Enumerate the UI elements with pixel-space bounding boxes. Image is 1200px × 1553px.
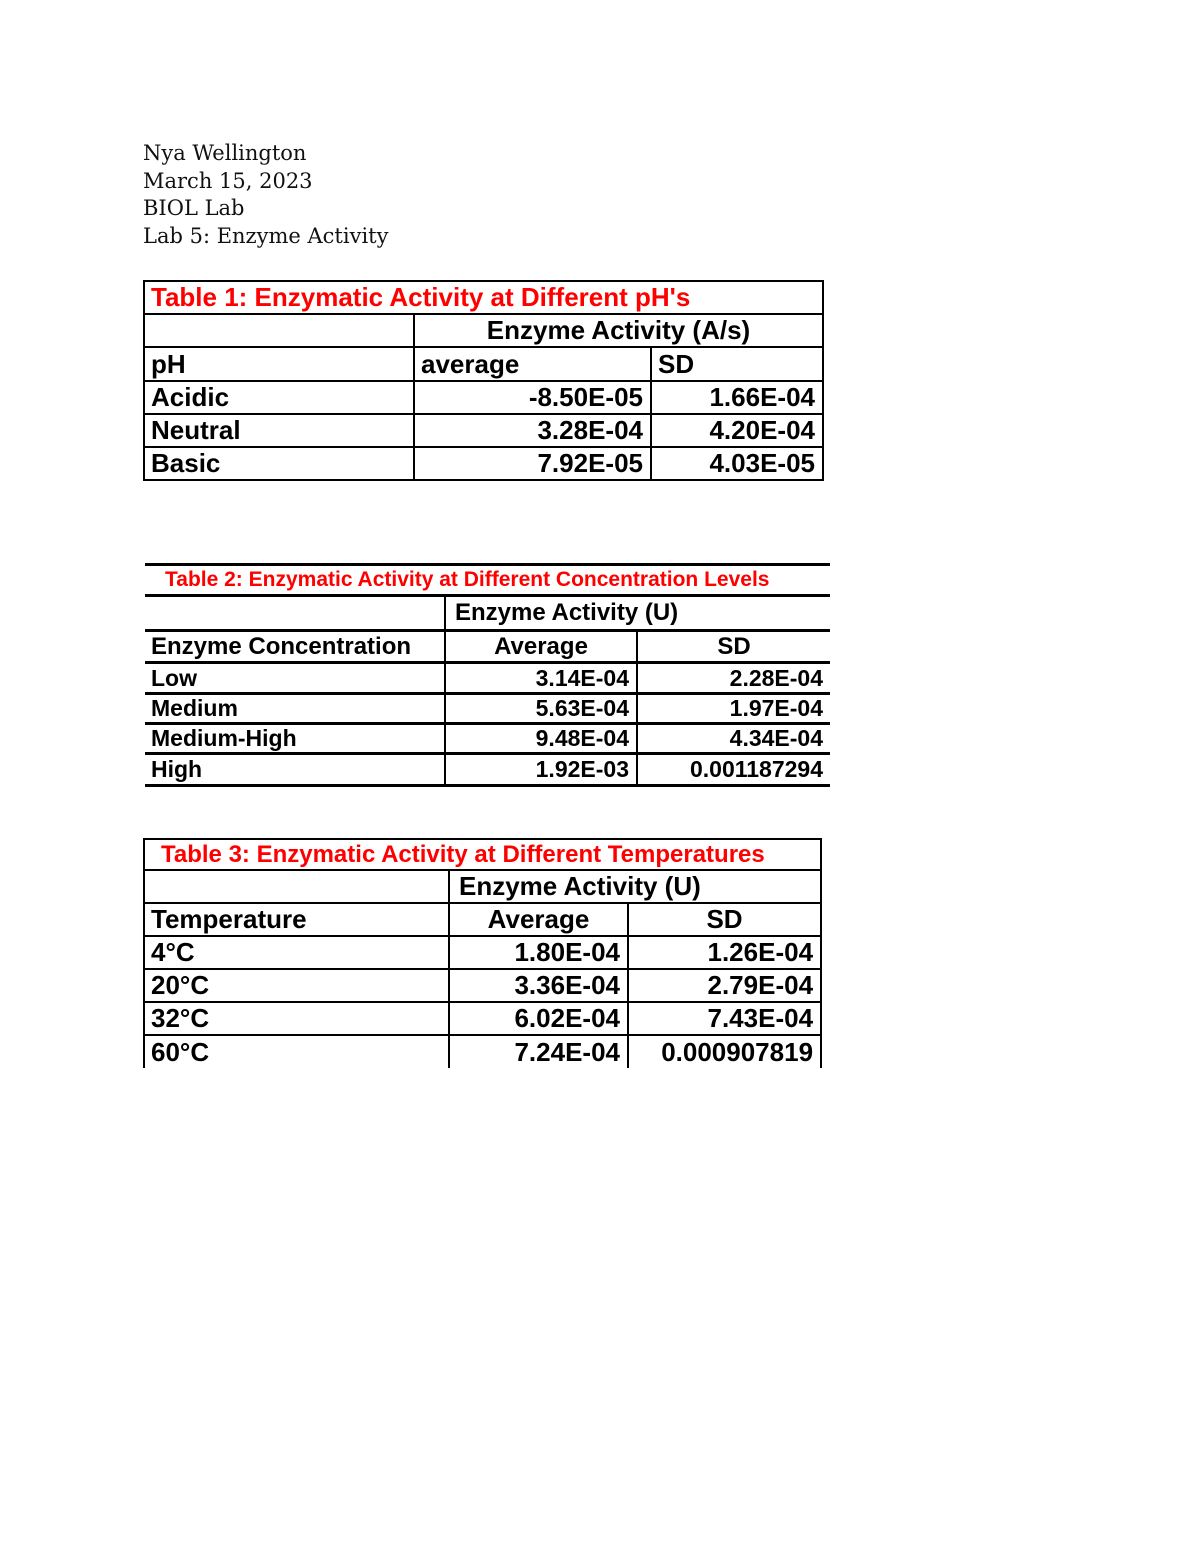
cell-sd: 0.001187294 [637,753,831,787]
empty-cell [143,869,450,904]
table-1-ph: Table 1: Enzymatic Activity at Different… [143,280,824,481]
report-header: Nya Wellington March 15, 2023 BIOL Lab L… [143,140,388,250]
col-header-sd: SD [626,902,823,937]
col-header-average: Average [448,902,629,937]
cell-average: 6.02E-04 [448,1001,629,1036]
cell-average: 3.36E-04 [448,968,629,1003]
author-line: Nya Wellington [143,141,307,165]
table-row: Neutral 3.28E-04 4.20E-04 [143,413,824,448]
table-row: Low 3.14E-04 2.28E-04 [145,662,831,695]
table3-title: Table 3: Enzymatic Activity at Different… [142,838,823,871]
cell-sd: 2.28E-04 [637,662,831,695]
table-row: Medium-High 9.48E-04 4.34E-04 [145,723,831,755]
cell-label: Acidic [143,380,415,415]
group-header-cell: Enzyme Activity (U) [445,595,831,632]
cell-average: 1.80E-04 [448,935,629,970]
table-row: 20°C 3.36E-04 2.79E-04 [143,968,823,1003]
cell-sd: 1.66E-04 [650,380,824,415]
group-header-row: Enzyme Activity (A/s) [143,313,824,348]
cell-average: -8.50E-05 [413,380,652,415]
table-row: Acidic -8.50E-05 1.66E-04 [143,380,824,415]
col-header-sd: SD [650,346,824,382]
cell-sd: 1.26E-04 [626,935,823,970]
cell-sd: 4.03E-05 [650,446,824,481]
table-title-row: Table 1: Enzymatic Activity at Different… [143,280,824,315]
col-header-sd: SD [637,630,831,664]
cell-label: 20°C [143,968,450,1003]
table-row: Medium 5.63E-04 1.97E-04 [145,693,831,725]
cell-sd: 2.79E-04 [626,968,823,1003]
date-line: March 15, 2023 [143,168,313,193]
cell-label: 32°C [143,1001,450,1036]
table-row: High 1.92E-03 0.001187294 [145,753,831,787]
table1-title: Table 1: Enzymatic Activity at Different… [143,280,824,315]
column-header-row: pH average SD [143,346,824,382]
cell-sd: 4.20E-04 [650,413,824,448]
cell-label: Basic [143,446,415,481]
table-title-row: Table 2: Enzymatic Activity at Different… [145,563,831,597]
col-header-label: Enzyme Concentration [145,630,446,664]
course-line: BIOL Lab [143,196,245,220]
group-header-cell: Enzyme Activity (A/s) [413,313,824,348]
cell-label: Medium [145,693,446,725]
cell-sd: 4.34E-04 [637,723,831,755]
col-header-label: pH [143,346,415,382]
table-title-row: Table 3: Enzymatic Activity at Different… [142,838,823,871]
table-3-temperature: Table 3: Enzymatic Activity at Different… [142,838,823,1068]
empty-cell [145,595,446,632]
column-header-row: Temperature Average SD [143,902,823,937]
lab-title-line: Lab 5: Enzyme Activity [143,223,389,248]
col-header-label: Temperature [143,902,450,937]
group-header-row: Enzyme Activity (U) [143,869,823,904]
cell-label: Low [145,662,446,695]
cell-average: 9.48E-04 [445,723,638,755]
cell-average: 3.14E-04 [445,662,638,695]
group-header-cell: Enzyme Activity (U) [447,869,823,904]
empty-cell [143,313,415,348]
table2-title: Table 2: Enzymatic Activity at Different… [145,563,831,597]
cell-sd: 7.43E-04 [626,1001,823,1036]
cell-average: 3.28E-04 [413,413,652,448]
cell-label: 4°C [143,935,450,970]
cell-average: 7.24E-04 [448,1034,629,1068]
cell-label: Medium-High [145,723,446,755]
group-header-row: Enzyme Activity (U) [145,595,831,632]
cell-average: 1.92E-03 [445,753,638,787]
col-header-average: average [413,346,652,382]
table-row: Basic 7.92E-05 4.03E-05 [143,446,824,481]
cell-label: High [145,753,446,787]
table-row: 4°C 1.80E-04 1.26E-04 [143,935,823,970]
cell-sd: 0.000907819 [626,1034,823,1068]
table-row: 32°C 6.02E-04 7.43E-04 [143,1001,823,1036]
table-row: 60°C 7.24E-04 0.000907819 [143,1034,823,1068]
table-2-concentration: Table 2: Enzymatic Activity at Different… [145,563,831,787]
cell-average: 7.92E-05 [413,446,652,481]
cell-label: 60°C [143,1034,450,1068]
column-header-row: Enzyme Concentration Average SD [145,630,831,664]
col-header-average: Average [445,630,638,664]
cell-average: 5.63E-04 [445,693,638,725]
cell-sd: 1.97E-04 [637,693,831,725]
cell-label: Neutral [143,413,415,448]
